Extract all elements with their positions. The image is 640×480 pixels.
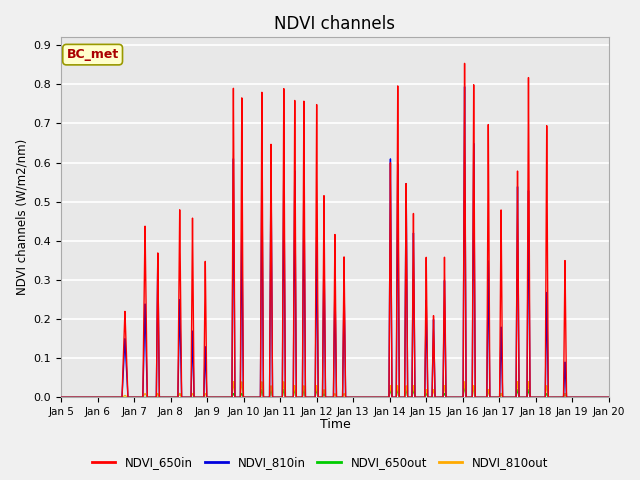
Title: NDVI channels: NDVI channels bbox=[275, 15, 396, 33]
Legend: NDVI_650in, NDVI_810in, NDVI_650out, NDVI_810out: NDVI_650in, NDVI_810in, NDVI_650out, NDV… bbox=[87, 452, 553, 474]
Text: BC_met: BC_met bbox=[67, 48, 119, 61]
X-axis label: Time: Time bbox=[319, 419, 350, 432]
Y-axis label: NDVI channels (W/m2/nm): NDVI channels (W/m2/nm) bbox=[15, 139, 28, 295]
